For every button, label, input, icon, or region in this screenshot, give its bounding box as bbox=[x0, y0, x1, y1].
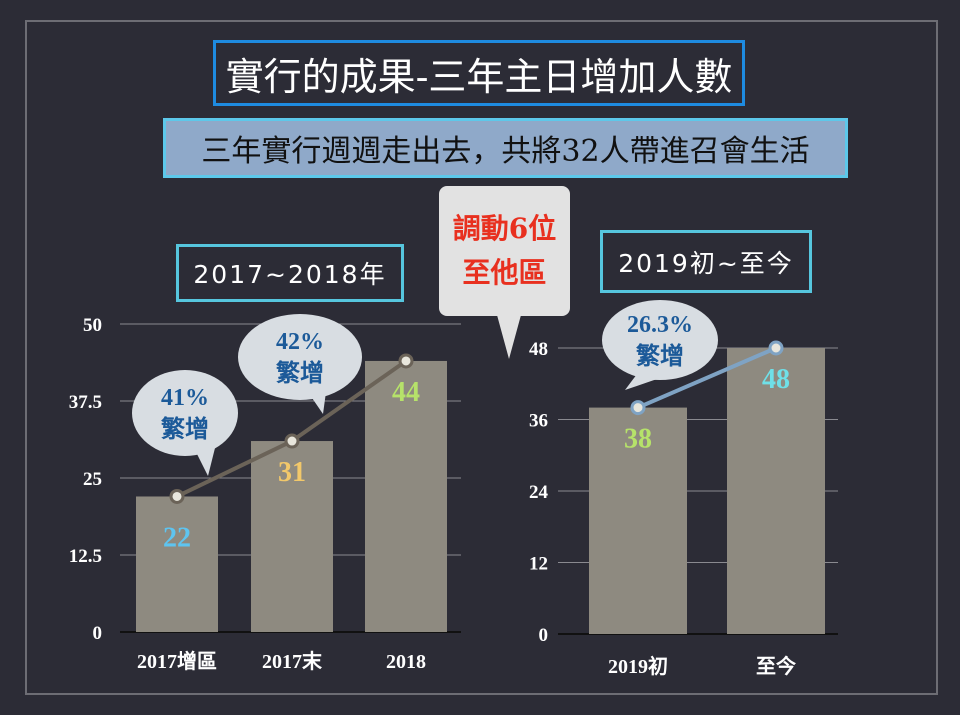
growth-percent: 42% bbox=[276, 329, 324, 355]
callout-line2: 至他區 bbox=[462, 256, 547, 289]
transfer-callout: 調動6位 至他區 bbox=[439, 186, 570, 316]
x-tick-label: 2017末 bbox=[262, 650, 323, 673]
bar bbox=[251, 441, 333, 632]
growth-percent: 26.3% bbox=[627, 312, 693, 338]
annotation-bubble bbox=[238, 314, 362, 400]
trend-point bbox=[630, 400, 646, 416]
bar bbox=[365, 360, 447, 632]
y-tick-label: 12 bbox=[529, 554, 548, 575]
slide-frame bbox=[25, 20, 938, 695]
y-tick-label: 0 bbox=[539, 625, 549, 646]
bar bbox=[136, 496, 218, 632]
y-tick-label: 37.5 bbox=[69, 392, 102, 413]
y-tick-label: 50 bbox=[83, 315, 102, 336]
trend-line bbox=[637, 346, 777, 410]
growth-label: 繁增 bbox=[161, 414, 209, 443]
x-tick-label: 至今 bbox=[756, 654, 797, 678]
bar bbox=[727, 348, 825, 634]
y-tick-label: 0 bbox=[93, 623, 103, 644]
growth-label: 繁增 bbox=[276, 358, 324, 387]
growth-label: 繁增 bbox=[636, 341, 684, 370]
value-label: 44 bbox=[392, 377, 420, 408]
value-label: 48 bbox=[762, 364, 790, 395]
page-title: 實行的成果-三年主日增加人數 bbox=[213, 40, 745, 106]
value-label: 38 bbox=[624, 424, 652, 455]
callout-line1: 調動6位 bbox=[452, 212, 557, 245]
trend-point bbox=[398, 353, 414, 369]
y-tick-label: 24 bbox=[529, 482, 549, 503]
y-tick-label: 12.5 bbox=[69, 546, 102, 567]
annotation-bubble bbox=[132, 370, 238, 456]
x-tick-label: 2019初 bbox=[608, 654, 668, 678]
trend-point bbox=[169, 488, 185, 504]
growth-percent: 41% bbox=[161, 385, 209, 411]
left-chart-title: 2017~2018年 bbox=[176, 244, 404, 302]
bar bbox=[589, 407, 687, 634]
x-tick-label: 2017增區 bbox=[137, 649, 217, 673]
annotation-bubble bbox=[602, 300, 718, 380]
bubble-tail bbox=[195, 448, 215, 476]
y-tick-label: 48 bbox=[529, 339, 548, 360]
trend-point bbox=[284, 433, 300, 449]
y-tick-label: 25 bbox=[83, 469, 102, 490]
x-tick-label: 2018 bbox=[386, 651, 426, 673]
trend-point bbox=[768, 340, 784, 356]
value-label: 31 bbox=[278, 457, 306, 488]
page-subtitle: 三年實行週週走出去，共將32人帶進召會生活 bbox=[163, 118, 848, 178]
value-label: 22 bbox=[163, 522, 191, 553]
right-chart-title: 2019初~至今 bbox=[600, 230, 812, 293]
y-tick-label: 36 bbox=[529, 411, 548, 432]
callout-tail bbox=[497, 315, 521, 359]
